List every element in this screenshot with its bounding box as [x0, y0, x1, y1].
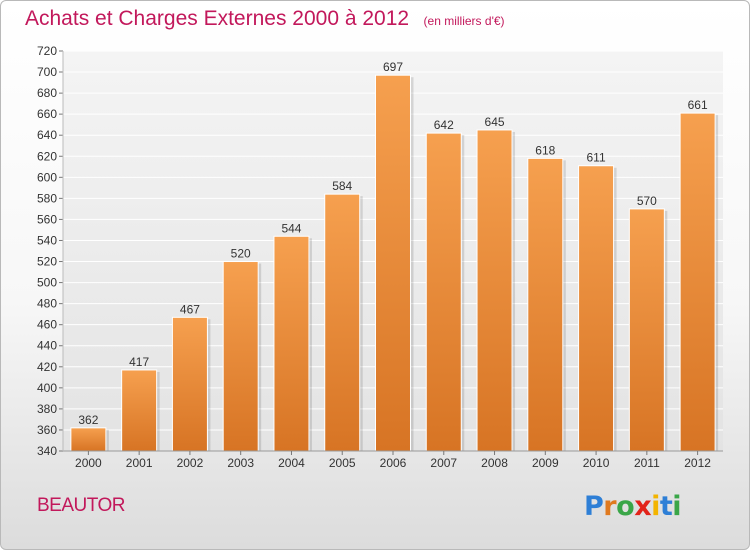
x-tick-label: 2011 — [634, 456, 660, 470]
y-tick-label: 420 — [37, 360, 57, 374]
bar-2009 — [527, 157, 564, 452]
data-label: 544 — [281, 221, 301, 235]
chart-title: Achats et Charges Externes 2000 à 2012 (… — [25, 7, 505, 31]
y-tick-label: 400 — [37, 381, 57, 395]
logo-letter: r — [603, 491, 617, 522]
y-tick-label: 540 — [37, 233, 57, 247]
y-tick-label: 360 — [37, 423, 57, 437]
x-tick-label: 2005 — [329, 456, 356, 470]
data-label: 362 — [78, 413, 98, 427]
data-labels: 362 417 467 520 544 584 697 642 645 618 611 570 661 — [78, 60, 708, 427]
bar-2012 — [679, 112, 716, 452]
y-tick-label: 380 — [37, 402, 57, 416]
logo-letter: i — [672, 491, 682, 522]
data-label: 520 — [231, 247, 251, 261]
y-tick-label: 340 — [37, 444, 57, 458]
data-label: 618 — [535, 143, 555, 157]
x-tick-label: 2003 — [227, 456, 254, 470]
chart-unit: (en milliers d'€) — [423, 14, 505, 28]
bar-2007 — [425, 132, 462, 452]
x-tick-label: 2008 — [481, 456, 508, 470]
bar-2003 — [222, 261, 259, 452]
y-tick-label: 520 — [37, 255, 57, 269]
x-tick-label: 2010 — [583, 456, 610, 470]
bar-2002 — [171, 316, 208, 452]
y-tick-label: 580 — [37, 191, 57, 205]
y-tick-label: 600 — [37, 170, 57, 184]
y-tick-label: 460 — [37, 318, 57, 332]
bar-2010 — [578, 165, 615, 452]
bar-2005 — [324, 193, 361, 452]
y-tick-label: 560 — [37, 212, 57, 226]
x-tick-label: 2004 — [278, 456, 305, 470]
y-tick-label: 680 — [37, 86, 57, 100]
data-label: 645 — [485, 115, 505, 129]
town-name: BEAUTOR — [37, 495, 126, 516]
x-tick-label: 2002 — [177, 456, 204, 470]
y-tick-label: 480 — [37, 297, 57, 311]
x-tick-label: 2012 — [684, 456, 711, 470]
data-label: 661 — [688, 98, 708, 112]
x-tick-label: 2000 — [75, 456, 102, 470]
bar-2001 — [121, 369, 158, 452]
bar-2006 — [375, 74, 411, 452]
bar-2004 — [273, 235, 310, 452]
data-label: 697 — [383, 60, 403, 74]
logo-letter: o — [616, 491, 635, 522]
logo-letter: i — [651, 491, 660, 522]
chart-title-text: Achats et Charges Externes 2000 à 2012 — [25, 7, 410, 30]
y-tick-label: 660 — [37, 107, 57, 121]
y-tick-label: 500 — [37, 276, 57, 290]
data-label: 467 — [180, 302, 200, 316]
bar-2011 — [628, 208, 665, 452]
bar-2000 — [70, 427, 107, 452]
y-tick-label: 440 — [37, 339, 57, 353]
y-tick-label: 640 — [37, 128, 57, 142]
bar-2008 — [476, 129, 513, 452]
x-axis: 2000 2001 2002 2003 2004 2005 2006 2007 2008 2009… — [75, 451, 711, 470]
x-tick-label: 2009 — [532, 456, 559, 470]
data-label: 642 — [434, 118, 454, 132]
proxiti-logo: Proxiti — [584, 491, 682, 522]
bars — [70, 74, 719, 452]
data-label: 417 — [129, 355, 149, 369]
x-tick-label: 2001 — [126, 456, 153, 470]
data-label: 611 — [587, 151, 606, 165]
logo-letter: P — [584, 491, 604, 522]
data-label: 584 — [332, 179, 352, 193]
y-tick-label: 720 — [37, 44, 57, 58]
logo-letter: x — [634, 491, 652, 522]
y-tick-label: 620 — [37, 149, 57, 163]
y-axis: 340 360 380 400 420 440 460 480 500 520 540 560 580 6… — [37, 44, 723, 458]
y-tick-label: 700 — [37, 65, 57, 79]
x-tick-label: 2007 — [430, 456, 457, 470]
data-label: 570 — [637, 194, 657, 208]
x-tick-label: 2006 — [380, 456, 407, 470]
logo-letter: t — [659, 491, 673, 522]
